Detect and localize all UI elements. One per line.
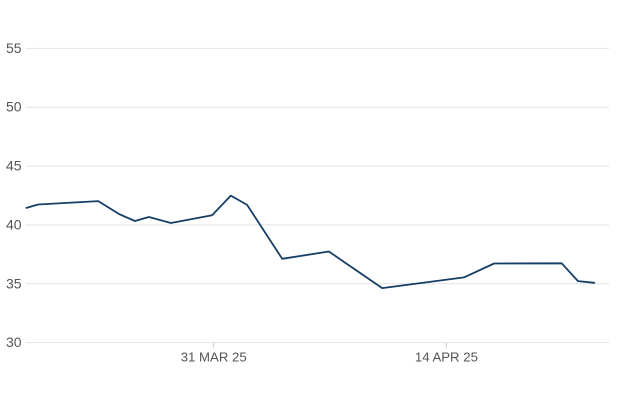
- svg-text:40: 40: [6, 216, 22, 232]
- svg-text:14 APR 25: 14 APR 25: [415, 350, 478, 365]
- svg-text:30: 30: [6, 334, 22, 350]
- svg-text:45: 45: [6, 158, 22, 174]
- svg-text:31 MAR 25: 31 MAR 25: [181, 350, 247, 365]
- svg-text:35: 35: [6, 275, 22, 291]
- svg-text:55: 55: [6, 40, 22, 56]
- svg-text:50: 50: [6, 99, 22, 115]
